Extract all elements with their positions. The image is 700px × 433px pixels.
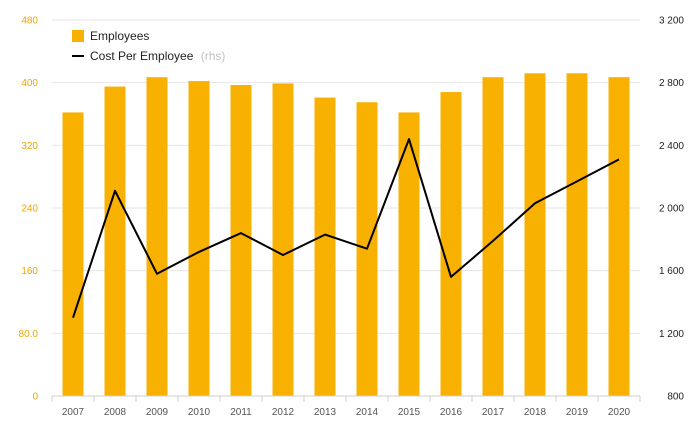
legend: Employees Cost Per Employee (rhs): [72, 29, 225, 63]
x-tick-label: 2012: [272, 407, 295, 418]
legend-label-cost-per-employee: Cost Per Employee (rhs): [90, 49, 225, 63]
x-tick-label: 2010: [188, 407, 211, 418]
x-tick-label: 2011: [230, 407, 252, 418]
bar-employees: [272, 83, 294, 396]
bar-employees: [314, 97, 336, 397]
bar-employees: [62, 112, 84, 396]
x-tick-label: 2007: [62, 407, 85, 418]
x-axis: 2007 2008 2009 2010 2011 2012 2013 2014 2015 2016…: [51, 395, 641, 418]
bar-employees: [230, 85, 252, 397]
right-tick-label: 3 200: [659, 16, 684, 27]
right-tick-label: 1 600: [659, 266, 684, 277]
x-tick-label: 2019: [566, 407, 589, 418]
right-tick-label: 1 200: [659, 329, 684, 340]
bar-employees: [188, 81, 210, 396]
left-tick-label: 240: [21, 204, 38, 215]
bar-employees: [440, 92, 462, 397]
legend-label-cost-suffix: (rhs): [201, 49, 226, 63]
legend-swatch-employees: [72, 30, 84, 42]
x-tick-label: 2016: [440, 407, 463, 418]
right-tick-label: 2 400: [659, 141, 684, 152]
left-tick-label: 80.0: [19, 329, 39, 340]
left-tick-label: 320: [21, 141, 38, 152]
gridlines: [52, 19, 640, 334]
left-tick-label: 480: [21, 16, 38, 27]
x-tick-label: 2009: [146, 407, 169, 418]
right-tick-label: 2 000: [659, 204, 684, 215]
left-axis: 0 80.0 160 240 320 400 480: [19, 16, 39, 403]
cost-per-employee-line: [72, 138, 620, 319]
right-tick-label: 800: [667, 392, 684, 403]
x-tick-label: 2013: [314, 407, 337, 418]
bar-employees: [398, 112, 420, 396]
x-tick-label: 2015: [398, 407, 421, 418]
left-tick-label: 400: [21, 78, 38, 89]
legend-label-cost-text: Cost Per Employee: [90, 49, 194, 63]
bar-employees: [482, 77, 504, 396]
bar-employees: [524, 73, 546, 397]
legend-label-employees: Employees: [90, 29, 149, 43]
right-tick-label: 2 800: [659, 78, 684, 89]
bar-employees: [104, 86, 126, 396]
bar-employees: [566, 73, 588, 397]
right-axis: 800 1 200 1 600 2 000 2 400 2 800 3 200: [659, 16, 684, 403]
x-tick-label: 2020: [608, 407, 631, 418]
cost-per-employee-line-group: [72, 138, 620, 319]
left-tick-label: 0: [32, 392, 38, 403]
left-tick-label: 160: [21, 266, 38, 277]
employees-bars: [62, 73, 630, 397]
x-tick-label: 2008: [104, 407, 127, 418]
bar-employees: [608, 77, 630, 396]
x-tick-label: 2017: [482, 407, 505, 418]
bar-employees: [146, 77, 168, 396]
x-tick-label: 2018: [524, 407, 547, 418]
x-tick-label: 2014: [356, 407, 379, 418]
